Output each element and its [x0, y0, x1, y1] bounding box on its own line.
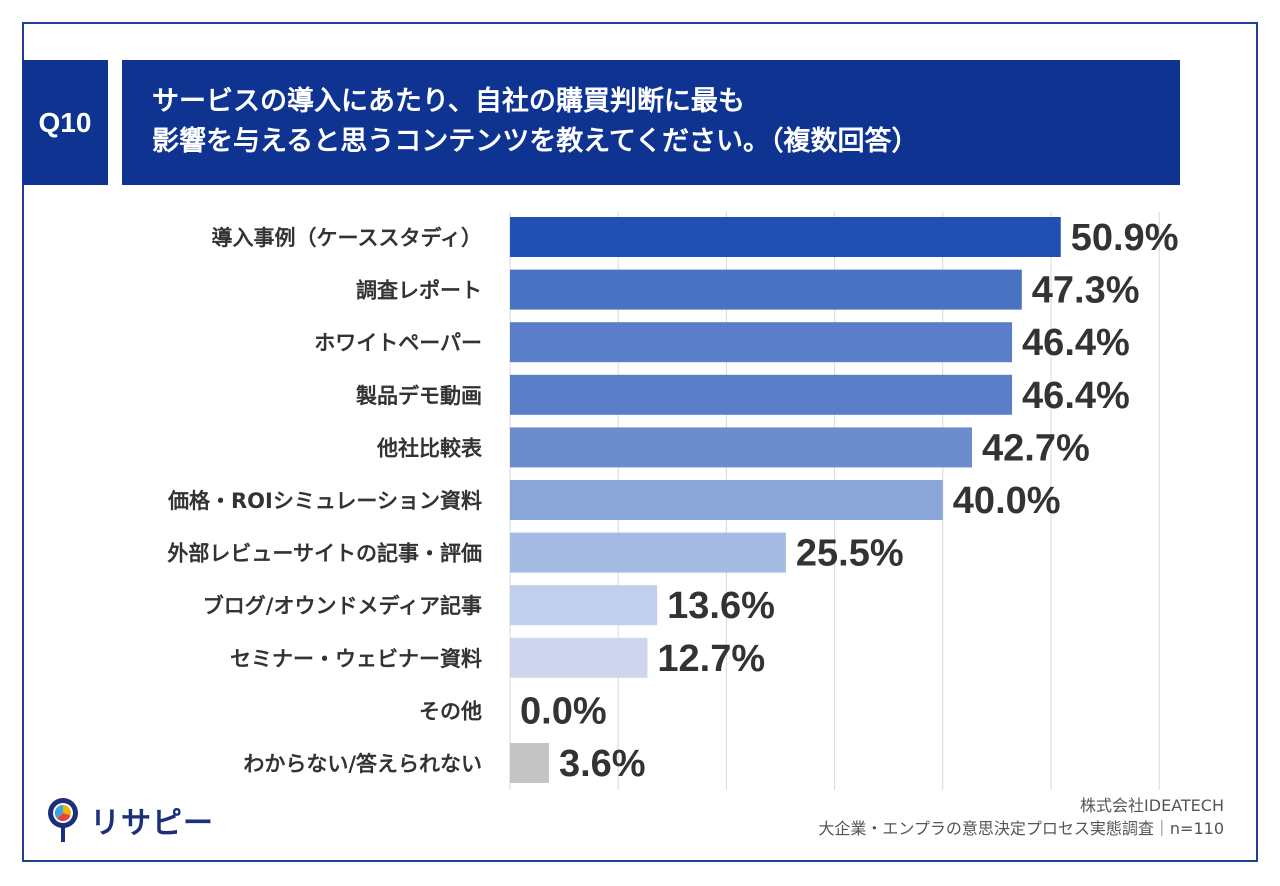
category-label-6: 価格・ROIシミュレーション資料 — [167, 489, 482, 513]
value-label-10: 0.0% — [520, 690, 607, 732]
category-label-10: その他 — [419, 699, 482, 723]
value-label-8: 13.6% — [667, 585, 775, 627]
value-label-3: 46.4% — [1022, 322, 1130, 364]
bar-2 — [510, 269, 1022, 310]
value-label-2: 47.3% — [1032, 270, 1140, 312]
bar-4 — [510, 374, 1013, 415]
category-label-2: 調査レポート — [356, 279, 482, 303]
category-label-8: ブログ/オウンドメディア記事 — [203, 594, 482, 618]
value-label-5: 42.7% — [982, 427, 1090, 469]
value-label-4: 46.4% — [1022, 375, 1130, 417]
pin-logo-icon — [48, 798, 78, 842]
logo-text: リサピー — [90, 806, 214, 841]
category-label-4: 製品デモ動画 — [355, 384, 482, 408]
question-title-line2: 影響を与えると思うコンテンツを教えてください。（複数回答） — [152, 126, 919, 157]
category-label-5: 他社比較表 — [376, 436, 483, 460]
value-label-1: 50.9% — [1071, 217, 1179, 259]
value-label-7: 25.5% — [796, 533, 904, 575]
category-label-11: わからない/答えられない — [243, 752, 482, 776]
outer-frame — [22, 22, 1258, 862]
question-number-badge: Q10 — [22, 60, 108, 185]
value-label-9: 12.7% — [657, 638, 765, 680]
bar-3 — [510, 322, 1013, 363]
value-label-11: 3.6% — [559, 743, 646, 785]
category-label-9: セミナー・ウェビナー資料 — [230, 647, 482, 671]
source-survey: 大企業・エンプラの意思決定プロセス実態調査｜n=110 — [818, 819, 1224, 838]
bar-9 — [510, 637, 648, 678]
category-label-7: 外部レビューサイトの記事・評価 — [167, 542, 482, 566]
bar-1 — [510, 217, 1061, 257]
question-number: Q10 — [38, 106, 92, 138]
bar-5 — [510, 427, 973, 468]
bar-6 — [510, 480, 943, 520]
question-title-line1: サービスの導入にあたり、自社の購買判断に最も — [152, 86, 745, 117]
source-note: 株式会社IDEATECH 大企業・エンプラの意思決定プロセス実態調査｜n=110 — [818, 794, 1224, 840]
category-label-3: ホワイトペーパー — [314, 331, 482, 355]
value-label-6: 40.0% — [953, 480, 1061, 522]
category-label-1: 導入事例（ケーススタディ） — [212, 226, 482, 250]
source-company: 株式会社IDEATECH — [1080, 796, 1224, 815]
brand-logo: リサピー — [46, 796, 214, 844]
bar-8 — [510, 585, 658, 626]
bar-11 — [510, 743, 549, 783]
bar-7 — [510, 532, 786, 573]
question-title-box: サービスの導入にあたり、自社の購買判断に最も 影響を与えると思うコンテンツを教え… — [122, 60, 1180, 185]
